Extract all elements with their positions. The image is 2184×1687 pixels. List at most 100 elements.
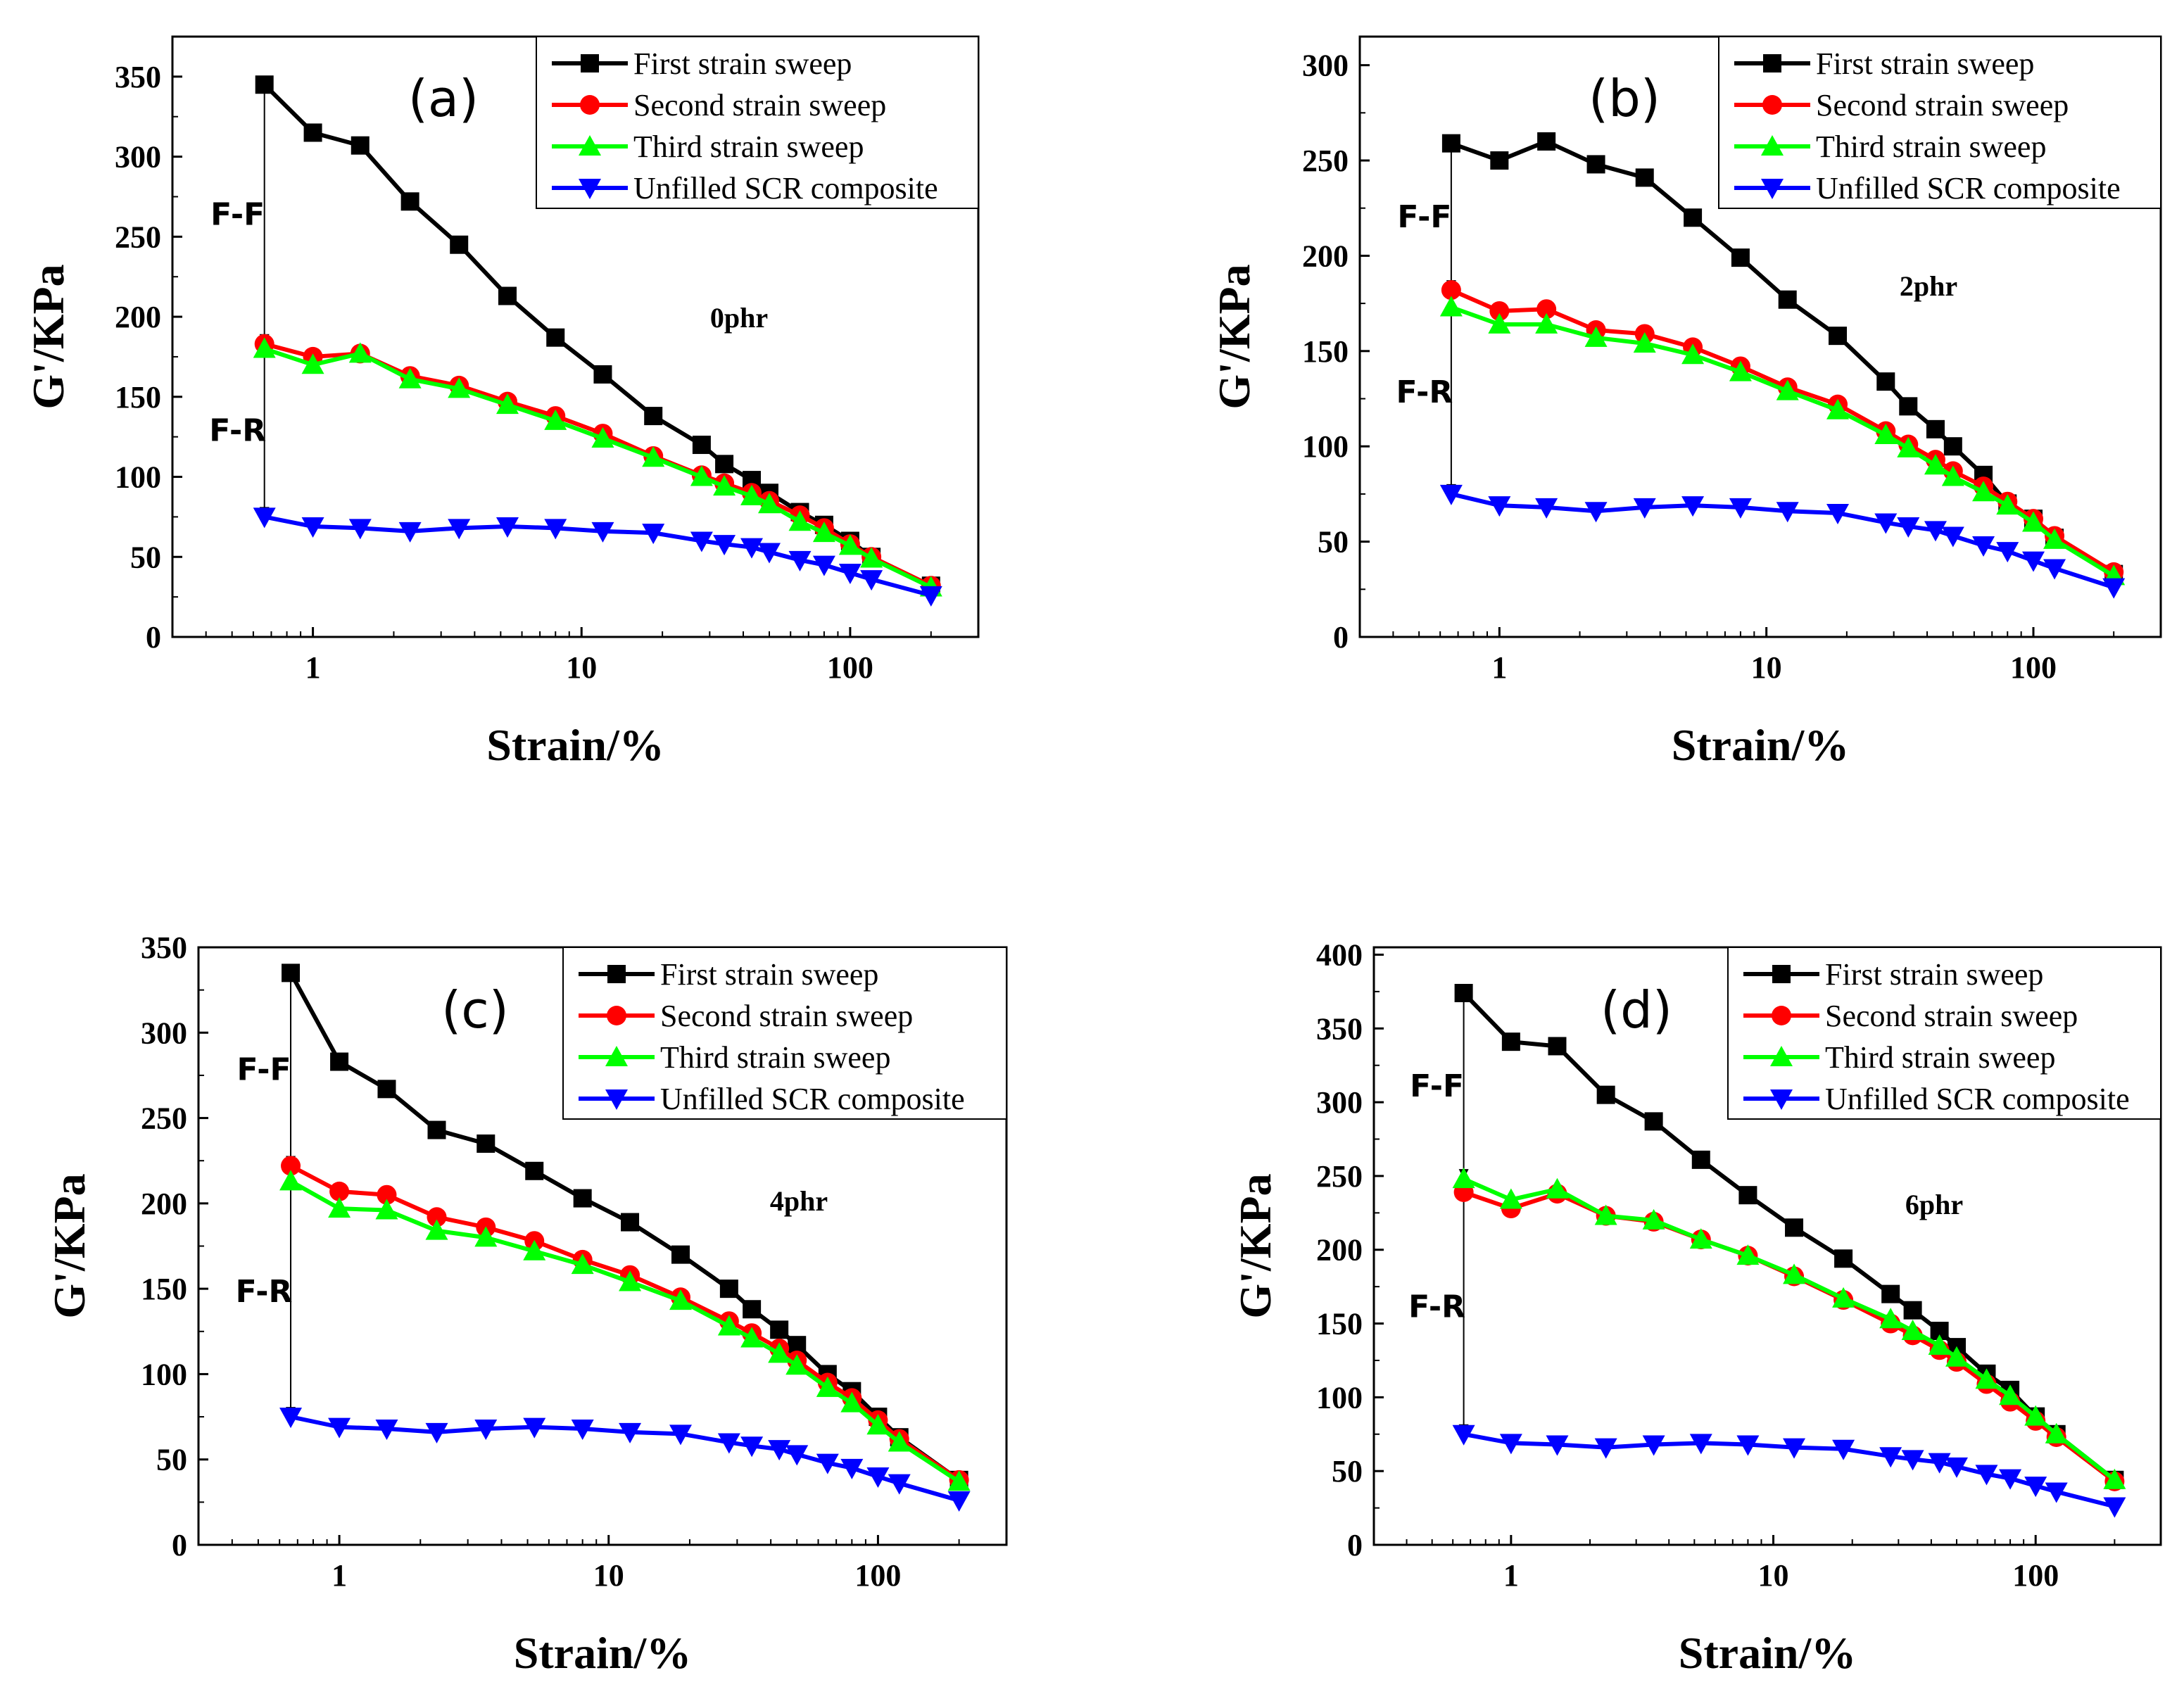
- data-point: [1642, 1208, 1665, 1230]
- data-point: [1691, 1150, 1710, 1169]
- panel-label: (a): [408, 69, 479, 128]
- data-point: [1633, 498, 1656, 519]
- legend-label: Third strain sweep: [633, 129, 864, 164]
- data-point: [377, 1184, 397, 1205]
- data-point: [1879, 1447, 1902, 1468]
- legend-label: Second strain sweep: [1816, 88, 2069, 122]
- data-point: [713, 535, 736, 556]
- data-point: [919, 586, 942, 607]
- annotation-label-f-f: F-F: [1410, 1068, 1464, 1104]
- data-point: [427, 1207, 447, 1227]
- data-point: [523, 1417, 546, 1439]
- data-point: [348, 342, 372, 363]
- series-line: [263, 346, 933, 590]
- data-point: [1972, 481, 1995, 502]
- legend-label: First strain sweep: [1816, 46, 2034, 81]
- data-point: [816, 1453, 839, 1474]
- data-point: [375, 1199, 398, 1220]
- annotation-label-f-f: F-F: [237, 1051, 291, 1087]
- data-point: [758, 543, 781, 564]
- data-point: [375, 1420, 398, 1441]
- x-tick-label: 10: [1751, 650, 1782, 685]
- annotation-label-f-f: F-F: [1397, 199, 1451, 235]
- data-point: [1881, 1284, 1900, 1303]
- data-point: [450, 235, 469, 254]
- data-point: [2103, 1497, 2126, 1518]
- data-point: [1832, 1439, 1855, 1460]
- chart-panel-c: 0 50 100 150 200 250 300 350 1 10 100 Strain/% G'/KP…: [44, 930, 1008, 1678]
- data-point: [1996, 542, 2019, 563]
- data-point: [619, 1270, 642, 1291]
- data-point: [1689, 1228, 1712, 1249]
- legend: First strain sweep Second strain sweep Thi…: [1727, 947, 2161, 1120]
- data-point: [1736, 1435, 1760, 1456]
- data-point: [448, 519, 471, 540]
- legend-label: Second strain sweep: [633, 88, 886, 122]
- data-point: [2024, 1477, 2047, 1498]
- legend-swatch-marker: [605, 1089, 628, 1110]
- data-point: [1924, 454, 1947, 475]
- series-third-strain-sweep: [253, 337, 942, 597]
- data-point: [1454, 983, 1473, 1002]
- data-point: [1945, 1457, 1969, 1478]
- legend-swatch-marker: [1762, 95, 1782, 115]
- data-point: [427, 1120, 446, 1139]
- data-point: [838, 534, 861, 555]
- data-point: [253, 337, 276, 358]
- data-point: [1644, 1112, 1663, 1131]
- annotation-label-f-f: F-F: [210, 196, 265, 232]
- y-tick-label: 150: [115, 380, 161, 415]
- data-point: [1876, 372, 1895, 391]
- data-point: [866, 1467, 890, 1488]
- y-tick-label: 300: [1316, 1085, 1363, 1120]
- legend-label: Unfilled SCR composite: [1816, 171, 2121, 206]
- data-point: [692, 436, 711, 455]
- data-point: [719, 1280, 738, 1299]
- data-point: [740, 484, 764, 505]
- data-point: [1681, 343, 1705, 365]
- y-tick-label: 200: [141, 1187, 187, 1221]
- legend-swatch-marker: [1770, 1046, 1793, 1066]
- data-point: [2103, 1468, 2126, 1489]
- data-point: [2043, 559, 2066, 580]
- y-tick-label: 250: [115, 220, 161, 254]
- legend-label: Third strain sweep: [660, 1040, 890, 1075]
- annotation-label-f-r: F-R: [1408, 1289, 1465, 1325]
- y-tick-label: 0: [1347, 1528, 1363, 1562]
- x-tick-label: 100: [854, 1558, 901, 1593]
- series-third-strain-sweep: [1439, 296, 2126, 586]
- data-point: [866, 1414, 890, 1435]
- legend-swatch-marker: [579, 179, 601, 199]
- data-point: [1594, 1204, 1617, 1225]
- legend-swatch-marker: [1763, 54, 1781, 72]
- data-point: [1834, 1249, 1853, 1268]
- data-point: [425, 1422, 448, 1443]
- data-point: [1499, 1188, 1522, 1209]
- data-point: [1926, 419, 1945, 438]
- data-point: [1441, 134, 1460, 153]
- data-point: [1681, 496, 1705, 517]
- data-point: [301, 517, 324, 538]
- series-third-strain-sweep: [279, 1170, 971, 1491]
- series-unfilled-scr-composite: [279, 1408, 971, 1512]
- data-point: [1928, 1453, 1951, 1474]
- legend-label: Unfilled SCR composite: [1825, 1082, 2130, 1116]
- data-point: [1546, 1177, 1569, 1199]
- data-point: [840, 1458, 864, 1479]
- data-point: [279, 1408, 303, 1429]
- series-third-strain-sweep: [1452, 1168, 2126, 1489]
- data-point: [619, 1422, 642, 1443]
- data-point: [1945, 1346, 1969, 1367]
- data-point: [642, 524, 665, 545]
- data-point: [1879, 1308, 1902, 1329]
- data-point: [812, 522, 835, 543]
- y-tick-label: 50: [1318, 525, 1349, 560]
- data-point: [1642, 1435, 1665, 1456]
- data-point: [1729, 360, 1752, 381]
- data-point: [1499, 1434, 1522, 1455]
- legend-label: Unfilled SCR composite: [633, 171, 938, 206]
- data-point: [812, 555, 835, 576]
- data-point: [571, 1420, 594, 1441]
- legend-swatch-marker: [1761, 179, 1784, 199]
- legend-swatch-marker: [581, 54, 599, 72]
